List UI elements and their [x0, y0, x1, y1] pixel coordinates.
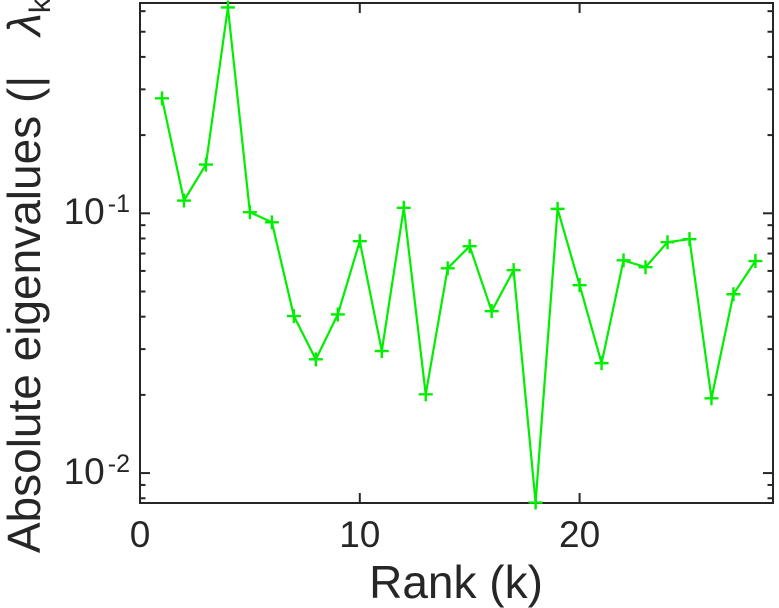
y-tick-exponent: -1 [107, 190, 130, 218]
plus-marker [352, 234, 367, 249]
plus-marker [704, 391, 719, 406]
plus-marker [154, 91, 169, 106]
plus-marker [638, 260, 653, 275]
plus-marker [550, 201, 565, 216]
y-tick-exponent: -2 [107, 450, 130, 478]
plus-marker [748, 254, 763, 269]
x-tick-label: 0 [129, 514, 151, 555]
x-axis-label: Rank (k) [369, 556, 543, 608]
plus-marker [264, 215, 279, 230]
plus-marker [286, 309, 301, 324]
plus-marker [418, 387, 433, 402]
plus-marker [374, 344, 389, 359]
plus-marker [484, 304, 499, 319]
lambda-subscript: k [24, 0, 58, 14]
eigenvalue-line [160, 6, 757, 504]
plus-marker [572, 278, 587, 293]
plus-marker [308, 352, 323, 367]
y-tick-label-1e-1: 10 -1 [63, 190, 130, 232]
plus-marker [726, 287, 741, 302]
x-tick-label: 20 [559, 514, 601, 555]
lambda-symbol: λ [0, 13, 50, 36]
plus-marker [528, 495, 543, 510]
plus-marker [682, 232, 697, 247]
plus-marker [660, 235, 675, 250]
plus-marker [176, 193, 191, 208]
plus-marker [594, 356, 609, 371]
y-tick-label-1e-2: 10 -2 [63, 450, 130, 492]
plus-marker [396, 200, 411, 215]
plus-marker [440, 261, 455, 276]
plus-marker [616, 253, 631, 268]
plus-marker [506, 263, 521, 278]
plus-marker [220, 0, 235, 15]
y-axis-label: Absolute eigenvalues (|λk|) [0, 0, 58, 554]
plus-marker [462, 239, 477, 254]
plus-marker [242, 205, 257, 220]
x-tick-label: 10 [339, 514, 381, 555]
plus-marker [330, 307, 345, 322]
plus-marker [198, 157, 213, 172]
